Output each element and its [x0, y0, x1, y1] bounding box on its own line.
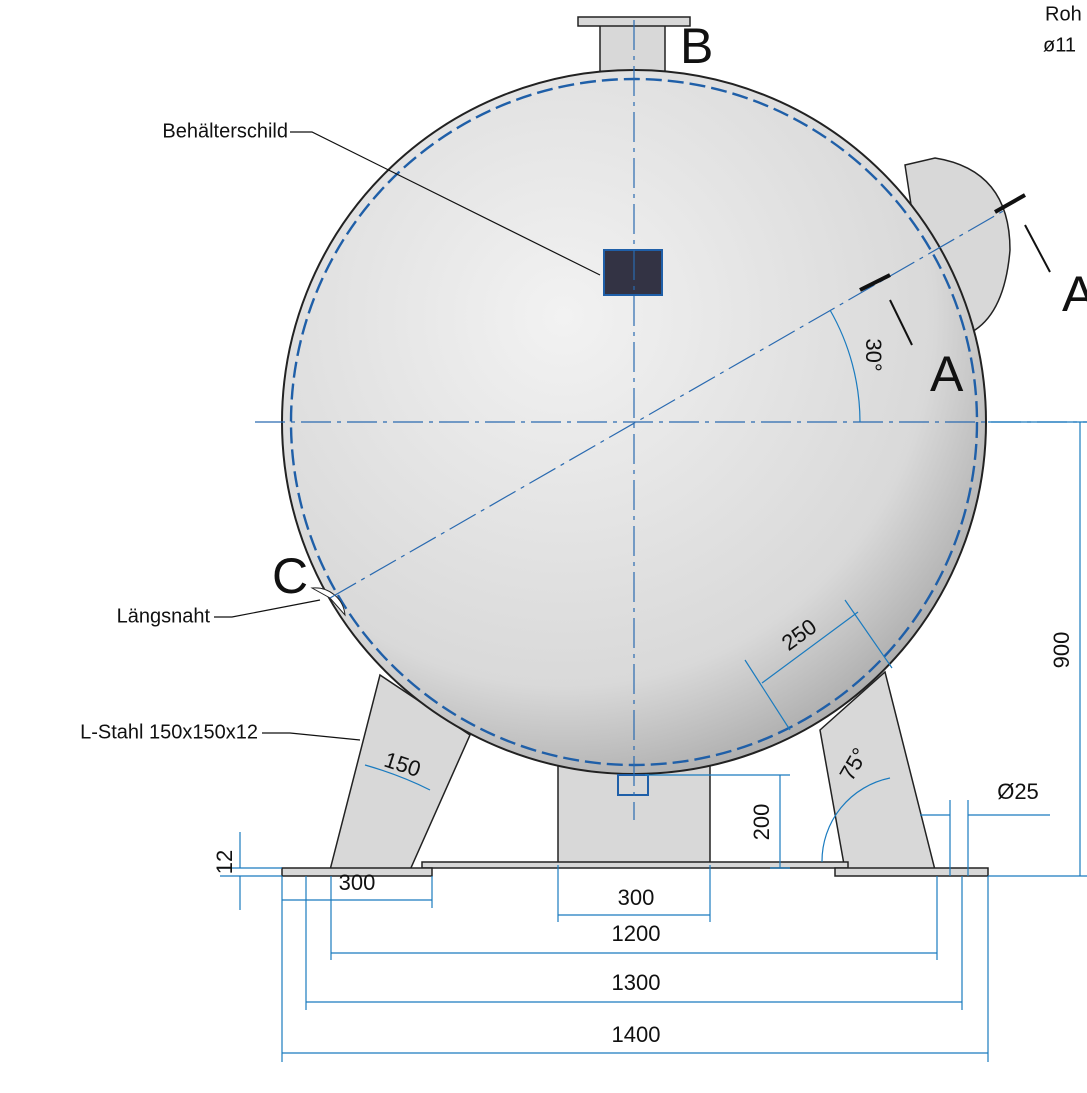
dimension-text: 1300 [612, 970, 661, 995]
dimension-text: 200 [749, 804, 774, 841]
callout: L-Stahl 150x150x12 [80, 721, 258, 743]
dimension-text: 900 [1049, 632, 1074, 669]
dimension-text: 12 [212, 850, 237, 874]
view-letter: A [930, 346, 964, 402]
dimension-text: 300 [618, 885, 655, 910]
dimension-text: 30° [861, 338, 886, 371]
view-letter: C [272, 548, 308, 604]
dimension-lines [220, 309, 1087, 1062]
center-line [329, 209, 1006, 599]
note: Roh [1045, 3, 1082, 25]
view-letter: B [680, 18, 713, 74]
dimension-text: 1200 [612, 921, 661, 946]
leader-lines [214, 131, 601, 741]
nameplate [603, 249, 663, 296]
section-cut [859, 193, 1051, 346]
seam-detail [310, 587, 346, 617]
dimension-text: Ø25 [997, 779, 1039, 804]
dimension-text: 1400 [612, 1022, 661, 1047]
foot-plate [281, 867, 433, 877]
note: ø11 [1043, 34, 1076, 56]
drain [617, 774, 649, 796]
dimension-text: 300 [339, 870, 376, 895]
callout: Behälterschild [162, 120, 288, 142]
callout: Längsnaht [117, 605, 211, 627]
foot-plate [834, 867, 989, 877]
base-plate [421, 861, 849, 869]
view-letter: A [1062, 266, 1087, 322]
